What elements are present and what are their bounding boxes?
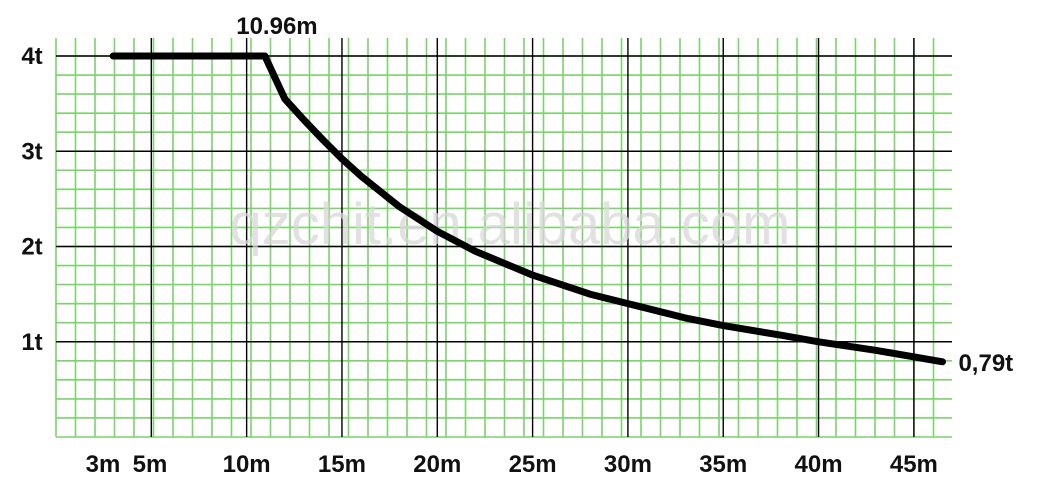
x-tick-label: 5m	[133, 451, 168, 478]
load-curve-line	[109, 52, 946, 366]
annotations: 10.96m 0,79t	[236, 13, 1013, 377]
x-tick-label: 25m	[509, 451, 557, 478]
y-tick-label: 1t	[21, 329, 42, 356]
watermark: qzchit.en.alibaba.com	[230, 192, 791, 257]
x-tick-label: 10m	[223, 451, 271, 478]
x-tick-label: 20m	[413, 451, 461, 478]
x-tick-label: 3m	[86, 451, 121, 478]
x-axis-tick-labels: 3m 5m 10m 15m 20m 25m 30m 35m 40m 45m	[86, 451, 938, 478]
y-tick-label: 2t	[21, 234, 42, 261]
x-tick-label: 35m	[699, 451, 747, 478]
x-tick-label: 45m	[890, 451, 938, 478]
y-tick-label: 3t	[21, 138, 42, 165]
x-tick-label: 40m	[795, 451, 843, 478]
annotation-label: 0,79t	[958, 350, 1013, 377]
y-axis-tick-labels: 1t 2t 3t 4t	[21, 43, 42, 356]
annotation-label: 10.96m	[236, 13, 317, 40]
x-tick-label: 30m	[604, 451, 652, 478]
y-tick-label: 4t	[21, 43, 42, 70]
x-tick-label: 15m	[318, 451, 366, 478]
minor-grid	[55, 38, 952, 438]
